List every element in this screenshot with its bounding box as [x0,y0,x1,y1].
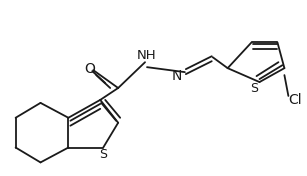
Text: S: S [251,81,258,95]
Text: O: O [84,62,95,76]
Text: N: N [172,69,182,83]
Text: NH: NH [137,49,157,62]
Text: Cl: Cl [288,93,302,107]
Text: S: S [99,148,107,161]
